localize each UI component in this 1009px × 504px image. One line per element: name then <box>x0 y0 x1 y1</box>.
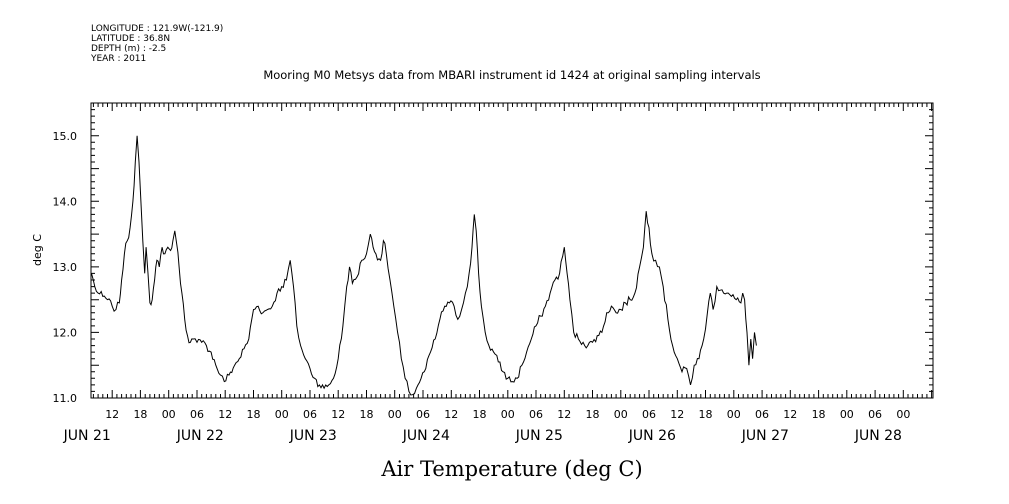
x-day-label: JUN 28 <box>854 428 902 444</box>
meta-latitude: LATITUDE : 36.8N <box>91 34 170 44</box>
x-hour-label: 18 <box>246 408 260 421</box>
x-hour-label: 06 <box>303 408 317 421</box>
x-hour-label: 12 <box>444 408 458 421</box>
axis-ticks <box>91 102 933 399</box>
y-tick-label: 13.0 <box>53 261 78 274</box>
x-hour-label: 12 <box>218 408 232 421</box>
y-tick-label: 12.0 <box>53 326 78 339</box>
meta-year: YEAR : 2011 <box>90 54 146 64</box>
y-tick-label: 15.0 <box>53 130 78 143</box>
tick-marks <box>91 102 933 399</box>
x-hour-label: 12 <box>557 408 571 421</box>
x-hour-labels: 12 18 00 06 12 18 00 06 12 18 00 06 12 18 00 06 12 18 00 06… <box>105 408 910 421</box>
plot-frame <box>90 102 934 399</box>
x-hour-label: 12 <box>331 408 345 421</box>
series-line-air-temperature <box>91 135 757 396</box>
x-day-label: JUN 21 <box>63 428 111 444</box>
x-hour-label: 12 <box>670 408 684 421</box>
meta-longitude: LONGITUDE : 121.9W(-121.9) <box>91 24 223 34</box>
x-hour-label: 06 <box>642 408 656 421</box>
x-hour-label: 00 <box>275 408 289 421</box>
x-hour-label: 00 <box>840 408 854 421</box>
x-day-label: JUN 26 <box>628 428 676 444</box>
x-hour-label: 18 <box>812 408 826 421</box>
x-hour-label: 00 <box>162 408 176 421</box>
y-tick-label: 14.0 <box>53 195 78 208</box>
x-day-label: JUN 23 <box>289 428 337 444</box>
x-hour-label: 18 <box>133 408 147 421</box>
x-hour-label: 18 <box>699 408 713 421</box>
x-hour-label: 06 <box>529 408 543 421</box>
y-tick-label: 11.0 <box>53 392 78 405</box>
x-day-labels: JUN 21 JUN 22 JUN 23 JUN 24 JUN 25 JUN 26 JUN … <box>63 428 902 444</box>
y-axis-label: deg C <box>31 234 44 266</box>
x-hour-label: 12 <box>105 408 119 421</box>
x-hour-label: 00 <box>727 408 741 421</box>
x-day-label: JUN 22 <box>176 428 224 444</box>
x-day-label: JUN 27 <box>741 428 789 444</box>
y-tick-labels: 11.0 12.0 13.0 14.0 15.0 <box>53 130 78 405</box>
x-hour-label: 00 <box>896 408 910 421</box>
x-hour-label: 06 <box>416 408 430 421</box>
x-hour-label: 00 <box>501 408 515 421</box>
x-hour-label: 18 <box>586 408 600 421</box>
x-hour-label: 00 <box>614 408 628 421</box>
x-axis-title: Air Temperature (deg C) <box>380 457 642 481</box>
x-hour-label: 12 <box>783 408 797 421</box>
meta-depth: DEPTH (m) : -2.5 <box>91 44 166 54</box>
x-hour-label: 06 <box>190 408 204 421</box>
x-day-label: JUN 24 <box>402 428 450 444</box>
x-hour-label: 06 <box>755 408 769 421</box>
x-hour-label: 06 <box>868 408 882 421</box>
chart-title: Mooring M0 Metsys data from MBARI instru… <box>263 68 760 82</box>
x-hour-label: 00 <box>388 408 402 421</box>
x-hour-label: 18 <box>359 408 373 421</box>
x-day-label: JUN 25 <box>515 428 563 444</box>
metadata-block: LONGITUDE : 121.9W(-121.9) LATITUDE : 36… <box>90 24 223 64</box>
x-hour-label: 18 <box>473 408 487 421</box>
